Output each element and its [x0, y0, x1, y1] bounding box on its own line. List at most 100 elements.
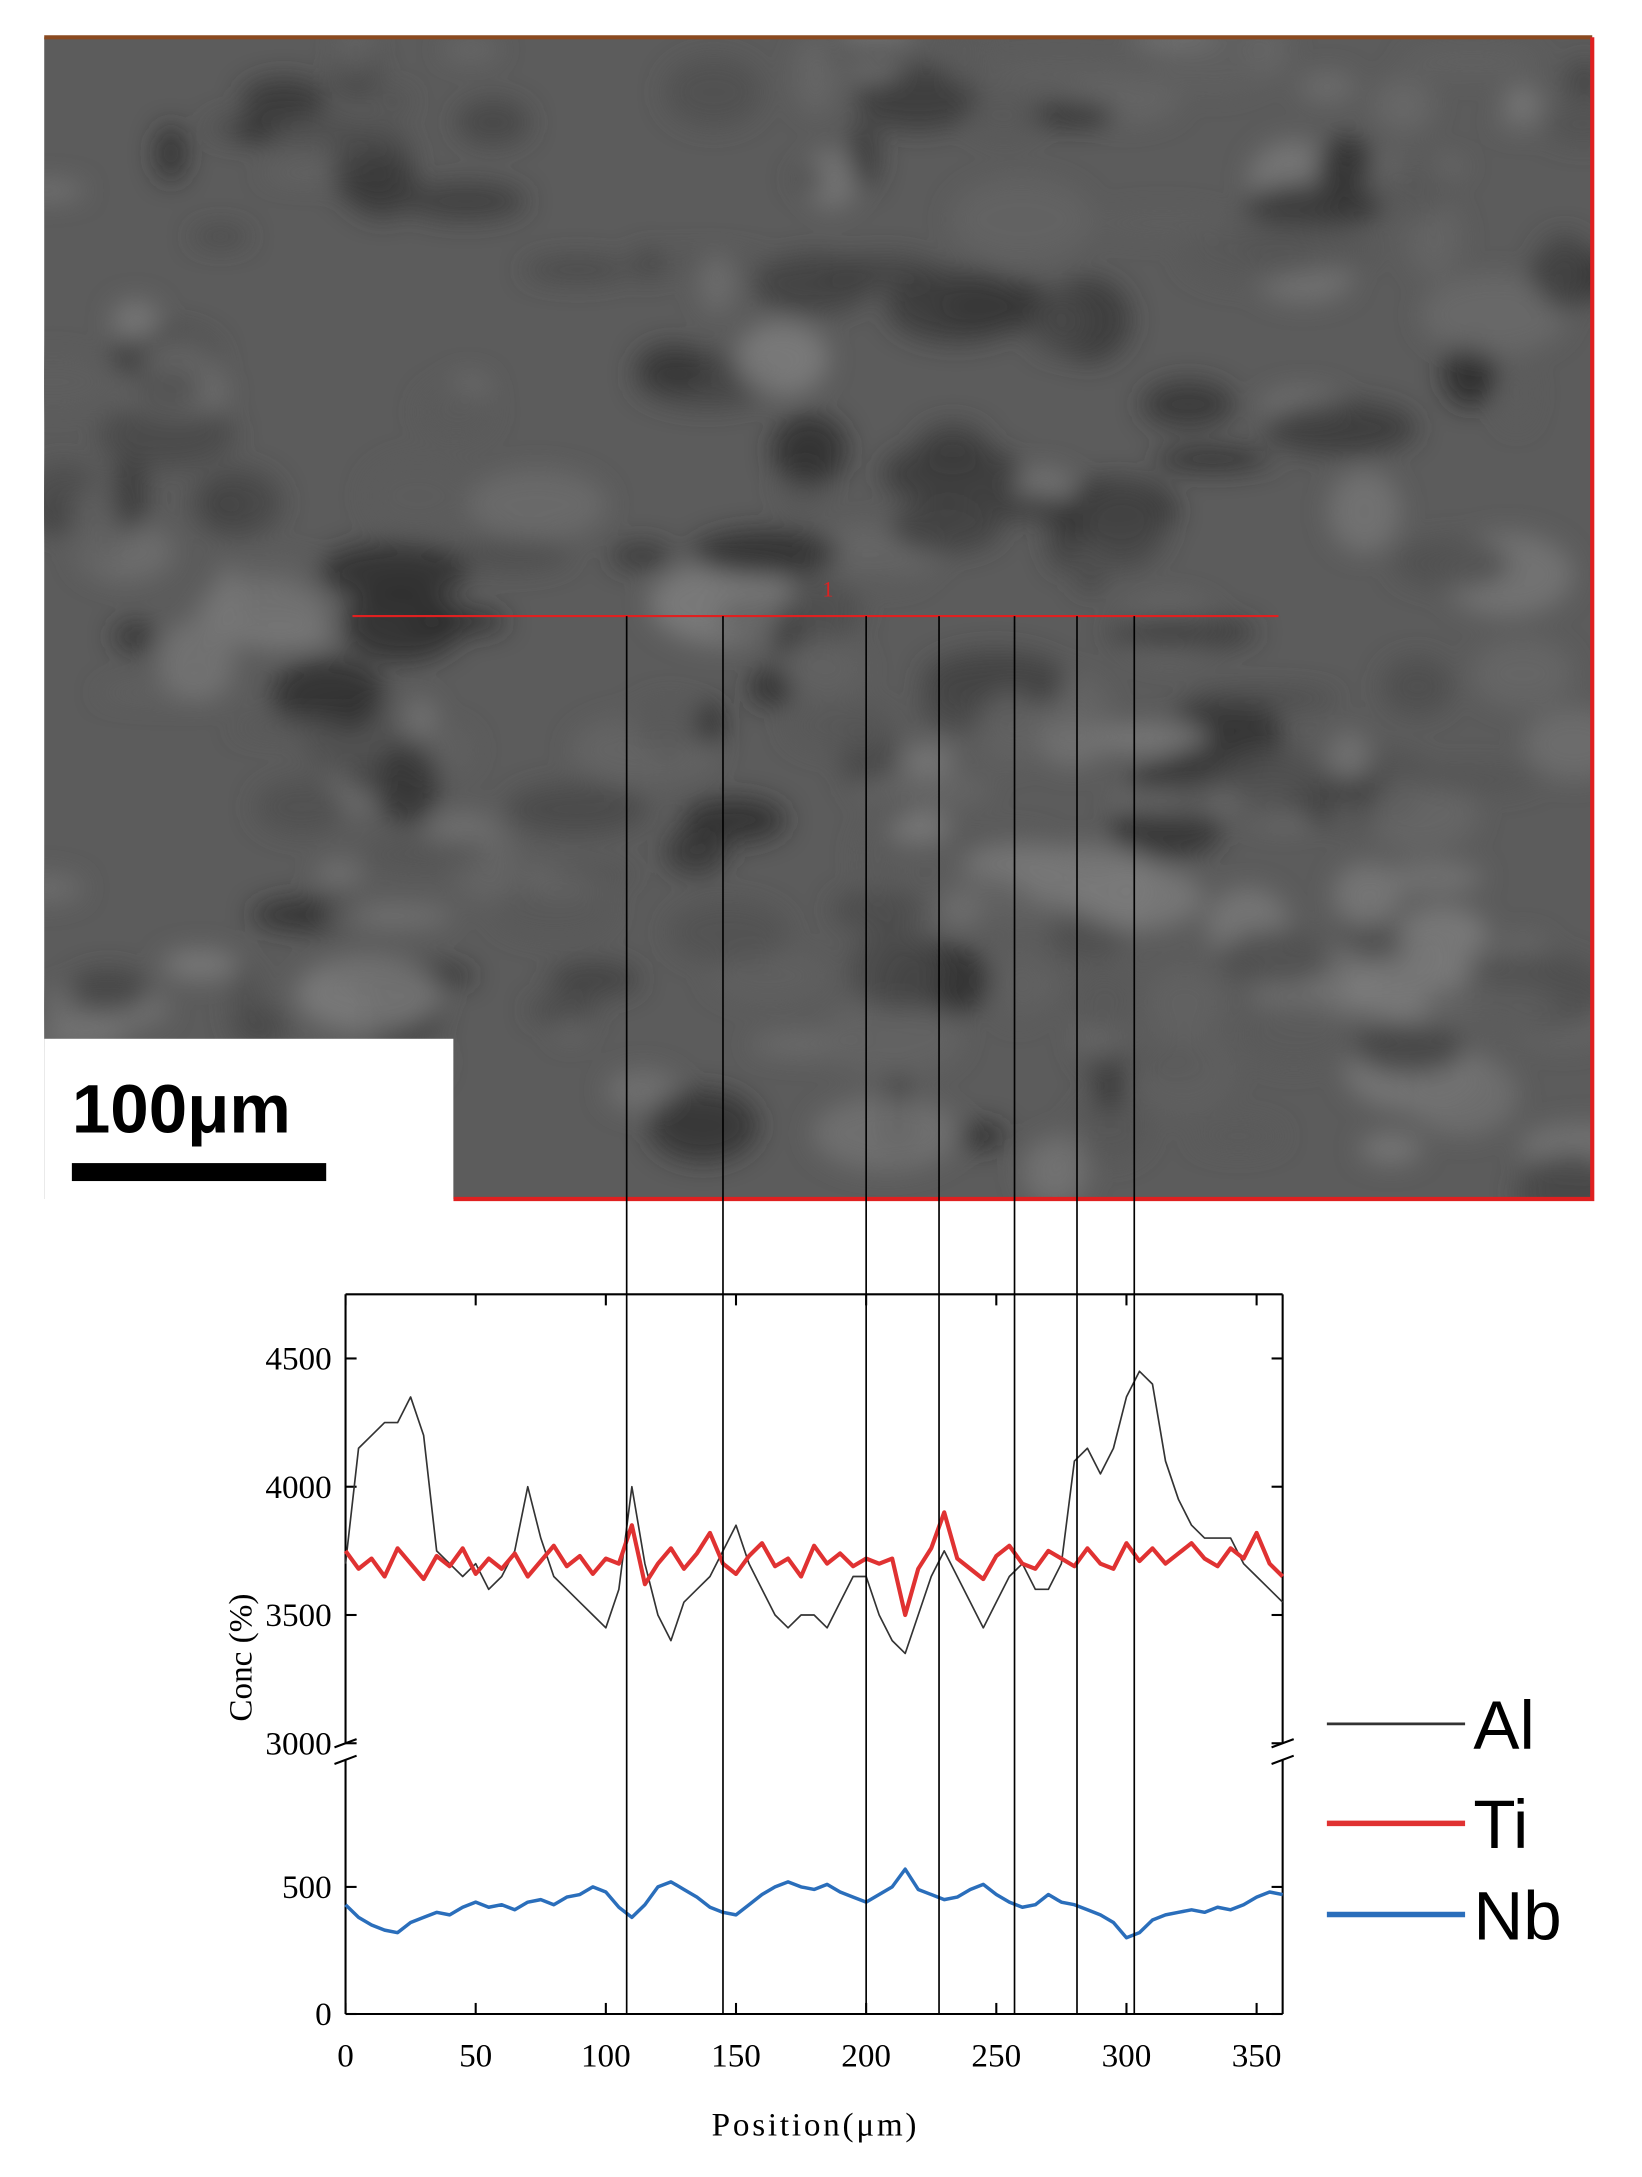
grain — [338, 37, 372, 77]
x-tick-label: 350 — [1232, 2038, 1282, 2075]
grain — [901, 743, 955, 777]
grain — [234, 719, 341, 737]
grain — [528, 996, 598, 1024]
grain — [505, 783, 649, 836]
grain — [986, 62, 1132, 85]
grain — [1543, 105, 1593, 144]
grain — [955, 1123, 1007, 1149]
grain — [1299, 71, 1356, 102]
grain — [546, 865, 635, 883]
axis-break-gap — [334, 1743, 357, 1760]
grain — [318, 542, 470, 601]
grain — [783, 639, 866, 699]
grain — [255, 779, 348, 835]
grain — [1563, 61, 1593, 100]
y-tick-label: 3500 — [265, 1597, 331, 1634]
x-tick-label: 0 — [337, 2038, 354, 2075]
grain — [456, 99, 530, 146]
grain — [888, 810, 950, 843]
grain — [699, 252, 736, 314]
grain — [156, 619, 236, 702]
legend-label: Ti — [1473, 1785, 1528, 1863]
scale-bar — [71, 1163, 327, 1182]
grain — [1076, 566, 1105, 592]
grain — [667, 900, 789, 965]
grain — [771, 413, 848, 486]
grain — [466, 468, 608, 541]
grain — [1472, 638, 1574, 709]
grain — [1381, 656, 1453, 717]
grain — [826, 45, 924, 63]
grain — [634, 248, 663, 281]
grain — [635, 343, 709, 390]
y-axis-label: Conc (%) — [223, 1594, 260, 1722]
grain — [831, 888, 924, 932]
grain — [881, 442, 1023, 507]
grain — [1238, 999, 1350, 1068]
grain — [1523, 708, 1593, 780]
grain — [653, 748, 688, 786]
grain — [295, 956, 442, 1033]
grain — [1495, 112, 1546, 132]
y-tick-label: 4500 — [265, 1341, 331, 1378]
grain — [1332, 862, 1402, 927]
grain — [524, 257, 632, 283]
grain — [1218, 928, 1333, 986]
grain — [1092, 209, 1231, 238]
grain — [735, 321, 829, 396]
grain — [1401, 46, 1542, 77]
grain — [938, 890, 982, 930]
grain — [493, 883, 615, 938]
grain — [1072, 1096, 1150, 1162]
grain — [1393, 538, 1511, 590]
grain — [1233, 224, 1375, 273]
grain — [1442, 339, 1497, 407]
grain — [44, 354, 115, 410]
grain — [811, 1095, 961, 1172]
grain — [1328, 731, 1370, 783]
grain — [1420, 274, 1568, 355]
grain — [856, 65, 980, 131]
grain — [696, 700, 725, 745]
grain — [1405, 1053, 1518, 1136]
grain — [347, 153, 419, 218]
x-tick-label: 200 — [841, 2038, 891, 2075]
grain — [162, 949, 238, 980]
grain — [691, 529, 841, 577]
grain — [1030, 103, 1116, 127]
grain — [344, 759, 384, 797]
grain — [1359, 1133, 1422, 1164]
axis-break-gap — [1271, 1743, 1294, 1760]
grain — [98, 402, 236, 469]
grain — [191, 226, 250, 247]
grain — [1330, 800, 1361, 826]
grain — [1244, 183, 1386, 228]
grain — [1028, 288, 1087, 355]
grain — [630, 697, 710, 753]
grain — [130, 370, 205, 409]
grain — [1080, 484, 1166, 569]
image-border — [453, 37, 1595, 1202]
grain — [857, 817, 897, 897]
grain — [404, 182, 527, 221]
grain — [849, 119, 880, 190]
grain — [112, 454, 148, 534]
legend-label: Nb — [1473, 1876, 1561, 1954]
grain — [548, 961, 641, 997]
legend-label: Al — [1473, 1686, 1534, 1764]
grain — [44, 873, 84, 903]
grain — [949, 176, 1094, 263]
grain — [111, 299, 160, 342]
grain — [419, 383, 494, 441]
grain — [886, 269, 1026, 343]
grain — [1148, 37, 1280, 94]
grain — [648, 1088, 759, 1163]
grain — [234, 119, 276, 142]
grain — [1052, 1129, 1085, 1156]
grain — [989, 942, 1048, 1022]
grain — [1534, 233, 1593, 311]
grain — [715, 598, 787, 637]
grain — [234, 1006, 290, 1048]
grain — [1247, 37, 1290, 79]
